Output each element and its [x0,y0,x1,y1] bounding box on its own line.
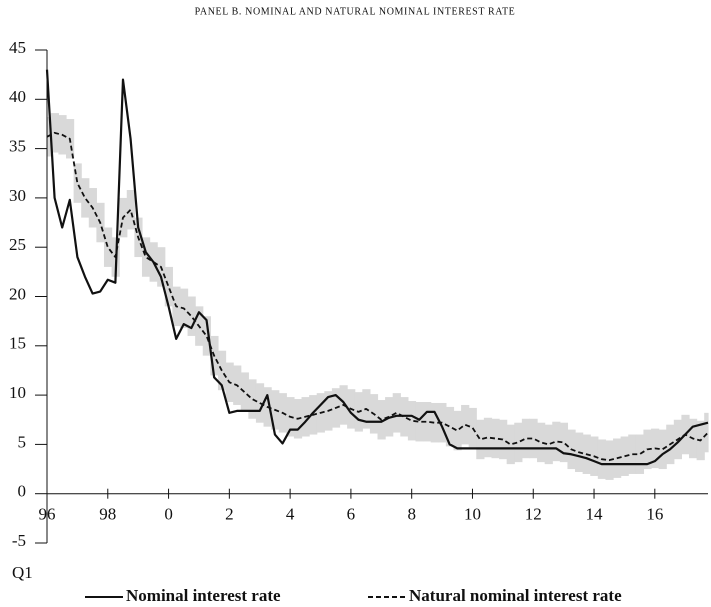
confidence-band [453,410,462,451]
confidence-band [514,422,523,463]
confidence-band [126,190,135,230]
confidence-band [658,429,667,470]
confidence-band [202,316,211,356]
confidence-band [491,418,500,459]
legend-label: Natural nominal interest rate [409,586,622,605]
x-tick-label: 6 [347,505,356,524]
confidence-band [407,401,417,441]
legend-label: Nominal interest rate [126,586,281,605]
confidence-band [529,418,538,459]
confidence-band [141,237,151,277]
y-tick-label: 15 [9,334,26,353]
x-tick-label: 2 [225,505,234,524]
confidence-band [423,402,432,442]
x-tick-label: 14 [586,505,604,524]
confidence-band [430,402,439,443]
confidence-band [537,422,546,463]
y-tick-label: 20 [9,284,26,303]
y-tick-label: 40 [9,87,26,106]
y-tick-label: 10 [9,383,26,402]
x-tick-label: 98 [99,505,116,524]
y-tick-label: 45 [9,38,26,57]
y-tick-label: 25 [9,235,26,254]
confidence-band [445,406,455,447]
confidence-band [552,421,561,462]
confidence-band [635,434,645,474]
confidence-band [499,419,508,460]
y-tick-label: 5 [18,432,27,451]
confidence-band [438,402,447,443]
confidence-band [544,424,553,465]
confidence-band [248,379,257,419]
confidence-band [506,424,515,465]
series-line [46,131,709,462]
confidence-band [483,417,493,458]
confidence-band [103,227,113,267]
confidence-band [81,178,90,218]
confidence-band [476,419,485,460]
y-tick-label: -5 [12,531,26,550]
x-tick-label: 96 [39,505,56,524]
confidence-band [47,117,52,157]
confidence-band [164,266,173,307]
confidence-band [559,422,569,463]
x-tick-label: 4 [286,505,295,524]
chart-title: PANEL B. NOMINAL AND NATURAL NOMINAL INT… [195,6,516,17]
x-axis-note: Q1 [12,563,33,582]
confidence-band [704,412,709,453]
x-tick-label: 12 [525,505,542,524]
x-tick-label: 16 [646,505,663,524]
y-tick-label: 30 [9,186,26,205]
y-tick-label: 0 [18,482,27,501]
series-line [45,69,709,466]
confidence-band [468,407,477,448]
confidence-band [521,418,531,459]
x-tick-label: 8 [407,505,416,524]
confidence-band [415,402,424,442]
confidence-band [73,163,82,203]
confidence-band [392,393,401,433]
confidence-band [461,404,470,445]
x-tick-label: 10 [464,505,481,524]
x-tick-label: 0 [164,505,173,524]
confidence-band [187,296,196,336]
y-tick-label: 35 [9,137,26,156]
confidence-band [240,372,249,412]
